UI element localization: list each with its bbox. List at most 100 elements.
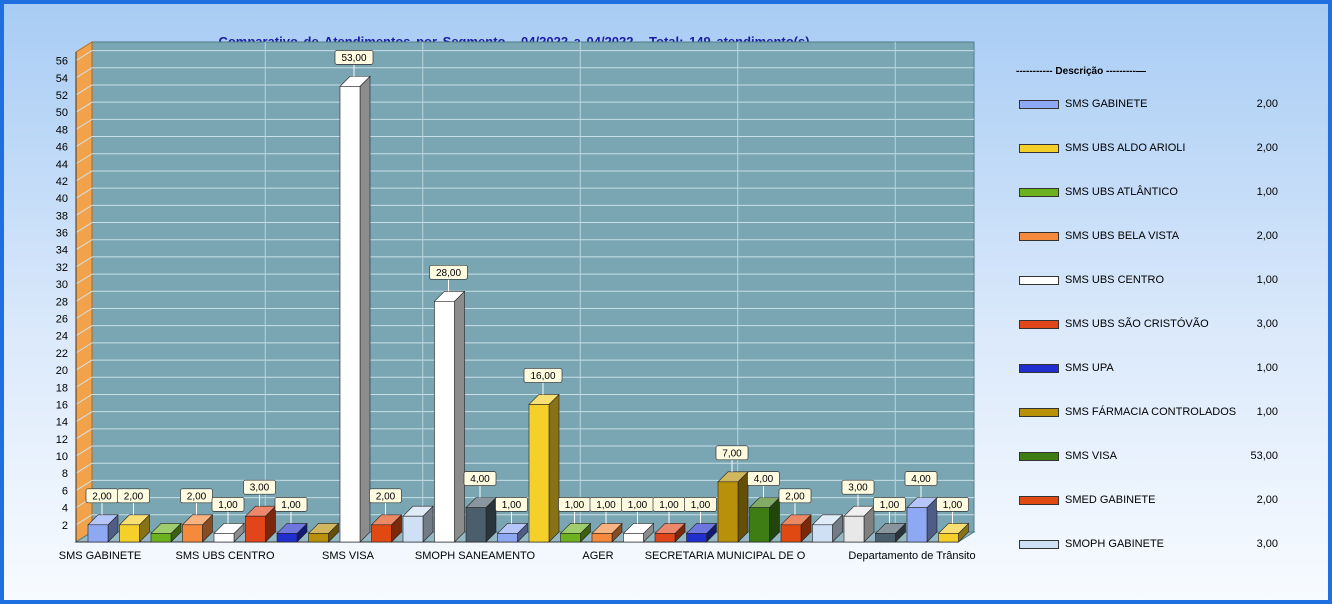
legend-item: SMS UBS ALDO ARIOLI 2,00 [1016, 142, 1278, 156]
bar-front [875, 533, 896, 543]
bar [811, 514, 844, 543]
bar [87, 514, 119, 543]
bar [748, 496, 781, 543]
gridline-side [75, 376, 93, 388]
legend-value: 2,00 [1256, 142, 1278, 154]
legend-value: 1,00 [1256, 186, 1278, 198]
bar-front [717, 481, 739, 543]
bar-front [843, 515, 865, 543]
data-label: 2,00 [124, 491, 144, 502]
legend-item: SMS FÁRMACIA CONTROLADOS 1,00 [1016, 406, 1278, 420]
bar-front [213, 533, 235, 543]
bar-front [339, 86, 361, 543]
gridline-side [75, 239, 93, 251]
bar [213, 522, 245, 543]
bar [465, 496, 497, 543]
bar [307, 522, 340, 543]
legend-label: SMS UBS CENTRO [1065, 274, 1165, 286]
gridline-side [75, 290, 93, 302]
bar-front [780, 524, 802, 543]
legend-item: SMS UBS ATLÂNTICO 1,00 [1016, 186, 1278, 200]
gridline-side [75, 101, 93, 113]
bar-front [150, 533, 172, 543]
gridline-side [75, 394, 93, 405]
data-label-box [523, 368, 563, 383]
x-axis-label: SMS GABINETE [59, 550, 142, 562]
legend-item: SMS UBS CENTRO 1,00 [1016, 274, 1278, 288]
bar-front [119, 524, 140, 543]
legend-label: SMS VISA [1065, 450, 1117, 462]
data-label-box [369, 488, 402, 504]
bar [906, 496, 938, 543]
bar [843, 505, 875, 543]
bar-front [465, 507, 487, 543]
y-tick-label: 40 [56, 193, 68, 205]
legend-item: SMOPH GABINETE 3,00 [1016, 538, 1278, 552]
data-label: 3,00 [250, 483, 270, 494]
y-tick-label: 12 [56, 434, 68, 446]
bar-front [497, 533, 518, 543]
gridline-side [75, 153, 93, 165]
y-tick-label: 30 [56, 279, 68, 291]
bar-front [308, 533, 329, 543]
legend-value: 1,00 [1256, 406, 1278, 418]
bar-front [528, 404, 550, 543]
gridline-side [75, 308, 93, 319]
bar [528, 393, 560, 543]
bar [622, 522, 655, 543]
legend-value: 1,00 [1256, 274, 1278, 286]
legend-label: SMS UBS SÃO CRISTÓVÃO [1065, 318, 1209, 330]
legend-swatch [1019, 232, 1059, 241]
legend-value: 2,00 [1256, 98, 1278, 110]
legend-swatch [1019, 320, 1059, 329]
data-label: 1,00 [691, 500, 711, 511]
bar-front [906, 507, 928, 543]
legend-value: 3,00 [1256, 538, 1278, 550]
legend-swatch [1019, 496, 1059, 505]
y-tick-label: 36 [56, 228, 68, 240]
data-label: 1,00 [659, 500, 679, 511]
x-axis-label: SMS UBS CENTRO [175, 550, 274, 562]
data-label-box [429, 264, 468, 280]
y-tick-label: 20 [56, 365, 68, 377]
data-label-box [334, 50, 374, 65]
bar-front [87, 524, 109, 543]
y-tick-label: 46 [56, 142, 68, 154]
y-tick-label: 32 [56, 262, 68, 274]
bar [685, 522, 718, 543]
y-tick-label: 8 [62, 468, 68, 480]
bar-front [560, 533, 581, 543]
legend-item: SMED GABINETE 2,00 [1016, 494, 1278, 508]
legend-item: SMS UPA 1,00 [1016, 362, 1278, 376]
bar-front [812, 524, 833, 543]
legend-label: SMS UBS BELA VISTA [1065, 230, 1180, 242]
y-tick-label: 24 [56, 331, 68, 343]
bar-front [182, 524, 203, 543]
y-tick-label: 22 [56, 348, 68, 360]
x-axis-label: SECRETARIA MUNICIPAL DE O [645, 550, 806, 562]
bar-front [245, 515, 266, 543]
gridline-side [75, 84, 93, 96]
bar-front [434, 300, 455, 543]
legend-value: 53,00 [1250, 450, 1278, 462]
y-tick-label: 38 [56, 210, 68, 222]
legend-label: SMS UBS ATLÂNTICO [1065, 186, 1178, 198]
y-tick-label: 52 [56, 90, 68, 102]
bar-chart: 2468101214161820222426283032343638404244… [56, 41, 976, 562]
legend-swatch [1019, 100, 1059, 109]
data-label: 4,00 [754, 474, 774, 485]
bar-front [371, 524, 392, 543]
data-label-box [495, 497, 528, 512]
data-label: 7,00 [722, 448, 742, 459]
data-label: 2,00 [785, 491, 805, 502]
legend-label: SMS GABINETE [1065, 98, 1148, 110]
data-label: 1,00 [565, 500, 585, 511]
data-label-box [274, 497, 308, 512]
gridline-side [75, 514, 93, 526]
bar [591, 522, 623, 543]
data-label-box [180, 488, 213, 504]
data-label: 1,00 [502, 500, 522, 511]
x-axis-label: SMS VISA [322, 550, 375, 562]
y-tick-label: 16 [56, 399, 68, 411]
